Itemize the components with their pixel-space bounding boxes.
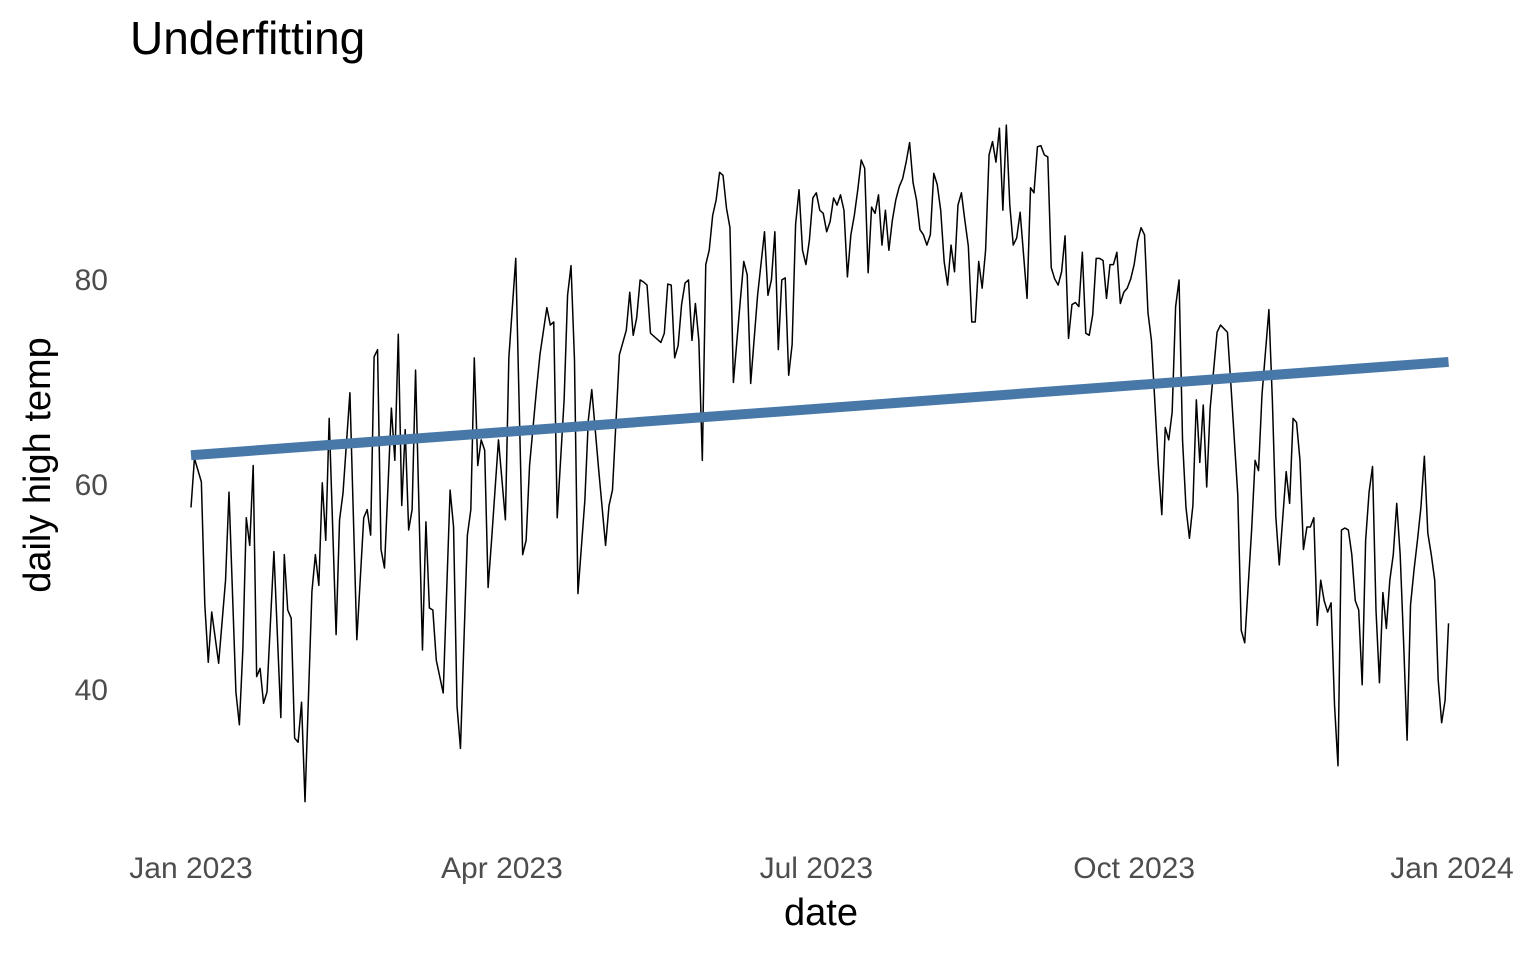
y-axis-title: daily high temp [17,337,59,593]
y-tick-label: 60 [75,469,108,502]
trend-line [190,356,1449,461]
chart-title: Underfitting [130,12,365,64]
x-tick-label: Apr 2023 [441,852,563,885]
y-tick-label: 40 [75,674,108,707]
x-tick-label: Oct 2023 [1073,852,1195,885]
x-tick-label: Jul 2023 [760,852,873,885]
x-axis-title: date [784,892,858,934]
y-tick-label: 80 [75,264,108,297]
x-tick-label: Jan 2023 [129,852,252,885]
x-tick-label: Jan 2024 [1390,852,1513,885]
data-line [190,124,1450,803]
